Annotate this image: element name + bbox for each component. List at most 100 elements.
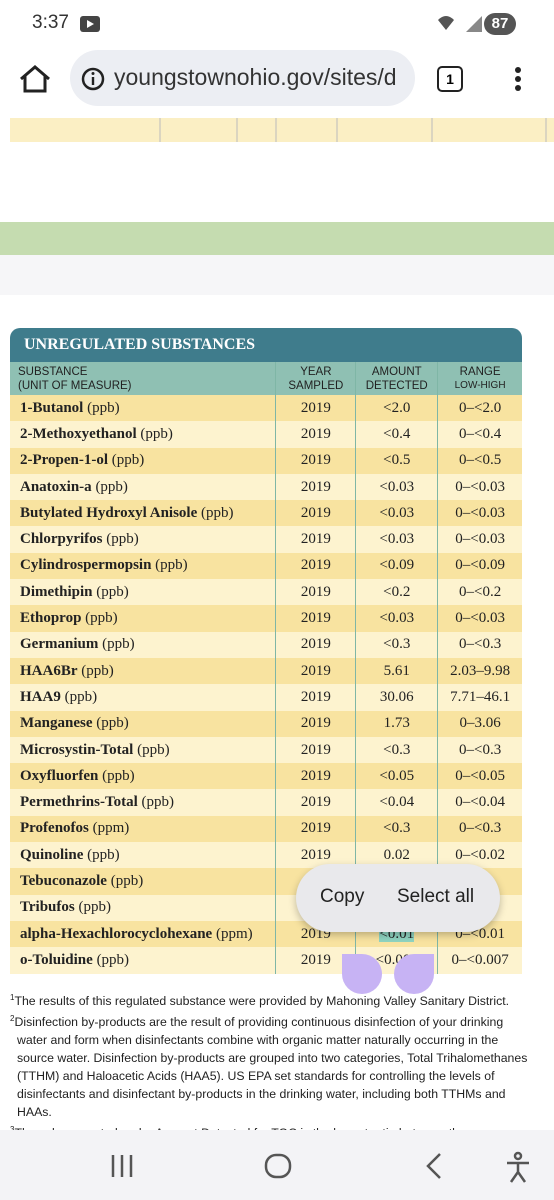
value-cell: <0.3	[355, 631, 439, 658]
substance-cell: Manganese (ppb)	[10, 710, 277, 737]
value-cell: 2019	[275, 631, 357, 658]
copy-button[interactable]: Copy	[320, 886, 365, 907]
substance-name: alpha-Hexachlorocyclohexane	[20, 925, 213, 942]
table-row: HAA9 (ppb) 2019 30.06 7.71–46.1	[10, 684, 522, 711]
substance-name: Anatoxin-a	[20, 478, 92, 495]
cell-text: <0.05	[379, 767, 415, 784]
substance-name: Profenofos	[20, 820, 89, 837]
cell-text: 0–<0.03	[455, 478, 505, 495]
header-text: YEAR	[300, 365, 332, 378]
unit: (ppb)	[81, 662, 114, 679]
value-cell: 2.03–9.98	[438, 658, 522, 684]
table-row: HAA6Br (ppb) 2019 5.61 2.03–9.98	[10, 657, 522, 685]
value-cell: 2019	[275, 815, 357, 843]
substance-name: Germanium	[20, 636, 99, 653]
table-row: Butylated Hydroxyl Anisole (ppb) 2019 <0.0…	[10, 500, 522, 527]
header-text: DETECTED	[365, 379, 428, 392]
unit: (ppb)	[111, 452, 145, 469]
select-all-button[interactable]: Select all	[397, 886, 475, 907]
unit: (ppb)	[87, 846, 120, 863]
context-menu	[296, 864, 500, 932]
cell-text: <0.04	[379, 794, 415, 811]
substance-cell: Butylated Hydroxyl Anisole (ppb)	[10, 500, 277, 527]
unit: (ppb)	[106, 531, 139, 548]
value-cell: 0–<0.2	[438, 579, 522, 605]
spacer	[10, 328, 522, 362]
url-field[interactable]	[70, 50, 415, 106]
value-cell: 0–<0.04	[438, 789, 522, 815]
cell-text: 2019	[300, 662, 331, 679]
header-cell: SUBSTANCE (UNIT OF MEASURE)	[10, 362, 277, 395]
header-text: (UNIT OF MEASURE)	[18, 379, 132, 392]
table-row: Profenofos (ppm) 2019 <0.3 0–<0.3	[10, 815, 522, 843]
cell-text: 2019	[300, 820, 331, 837]
cell-text: <0.4	[383, 425, 411, 442]
menu-button[interactable]	[512, 66, 524, 94]
substance-cell: 2-Methoxyethanol (ppb)	[10, 421, 277, 448]
unit: (ppb)	[141, 794, 175, 811]
value-cell: 0–<0.03	[438, 500, 522, 526]
value-cell: 0–<0.03	[438, 526, 522, 552]
cell-text: 2.03–9.98	[450, 662, 511, 679]
substance-name: Permethrins-Total	[20, 794, 138, 811]
unit: (ppb)	[137, 741, 170, 758]
site-info-icon[interactable]	[80, 66, 106, 92]
table-title: UNREGULATED SUBSTANCES	[24, 336, 256, 353]
substance-cell: Anatoxin-a (ppb)	[10, 473, 277, 501]
url[interactable]: youngstownohio.gov/sites/d	[114, 64, 397, 90]
value-cell: 2019	[275, 736, 357, 764]
tab-count[interactable]: 1	[437, 66, 463, 92]
nav-buttons[interactable]	[0, 1130, 554, 1200]
value-cell: 30.06	[355, 684, 439, 711]
substance-name: HAA9	[20, 688, 61, 705]
cell-text: <0.3	[383, 636, 411, 653]
value-cell: <2.0	[355, 395, 439, 422]
value-cell: 2019	[275, 473, 357, 501]
substance-name: 2-Methoxyethanol	[20, 425, 137, 442]
cell-text: 0–<0.4	[458, 425, 502, 442]
value-cell: 0–<0.05	[438, 763, 522, 789]
unit: (ppb)	[95, 478, 128, 495]
time: 3:37	[32, 12, 69, 33]
value-cell: <0.4	[355, 421, 439, 448]
substance-name: o-Toluidine	[20, 951, 93, 968]
substance-cell: Quinoline (ppb)	[10, 842, 277, 869]
selection-handles[interactable]	[340, 952, 460, 994]
cell-text: <0.03	[379, 531, 415, 548]
value-cell: 2019	[275, 657, 357, 685]
header-cell: AMOUNT DETECTED	[355, 362, 439, 395]
value-cell: <0.05	[355, 763, 439, 790]
substance-name: 2-Propen-1-ol	[20, 452, 109, 469]
footnote-text: The results of this regulated substance …	[14, 994, 510, 1009]
cell-text: 1.73	[383, 715, 410, 732]
cell-text: 7.71–46.1	[450, 688, 511, 705]
nav-bar	[0, 1130, 554, 1200]
value-cell: <0.2	[355, 579, 439, 606]
substance-cell: Chlorpyrifos (ppb)	[10, 526, 277, 553]
value-cell: 5.61	[355, 657, 439, 685]
header-cell: YEAR SAMPLED	[275, 362, 357, 395]
cell-text: <0.03	[379, 478, 415, 495]
value-cell: 0–3.06	[438, 711, 522, 737]
substance-name: Dimethipin	[20, 583, 93, 600]
header-text: RANGE	[459, 365, 501, 378]
page-decor	[0, 118, 554, 295]
footnote-text: Disinfection by-products are the result …	[14, 1015, 528, 1120]
cell-text: 2019	[300, 846, 331, 863]
cell-text: 0–<0.5	[458, 452, 502, 469]
value-cell: 0–<0.5	[438, 448, 522, 474]
table-row: Oxyfluorfen (ppb) 2019 <0.05 0–<0.05	[10, 763, 522, 790]
substance-cell: Cylindrospermopsin (ppb)	[10, 552, 277, 580]
value-cell: 2019	[275, 526, 357, 553]
home-button[interactable]	[18, 64, 52, 94]
value-cell: 0–<0.3	[438, 632, 522, 658]
battery: 87	[484, 13, 516, 35]
substance-cell: Tebuconazole (ppb)	[10, 868, 277, 895]
unit: (ppb)	[155, 557, 188, 574]
unit: (ppb)	[85, 610, 118, 627]
value-cell: 0–<0.02	[438, 842, 522, 868]
table-row: 2-Propen-1-ol (ppb) 2019 <0.5 0–<0.5	[10, 447, 522, 474]
substance-name: Ethoprop	[20, 610, 82, 627]
table-row: Germanium (ppb) 2019 <0.3 0–<0.3	[10, 631, 522, 658]
